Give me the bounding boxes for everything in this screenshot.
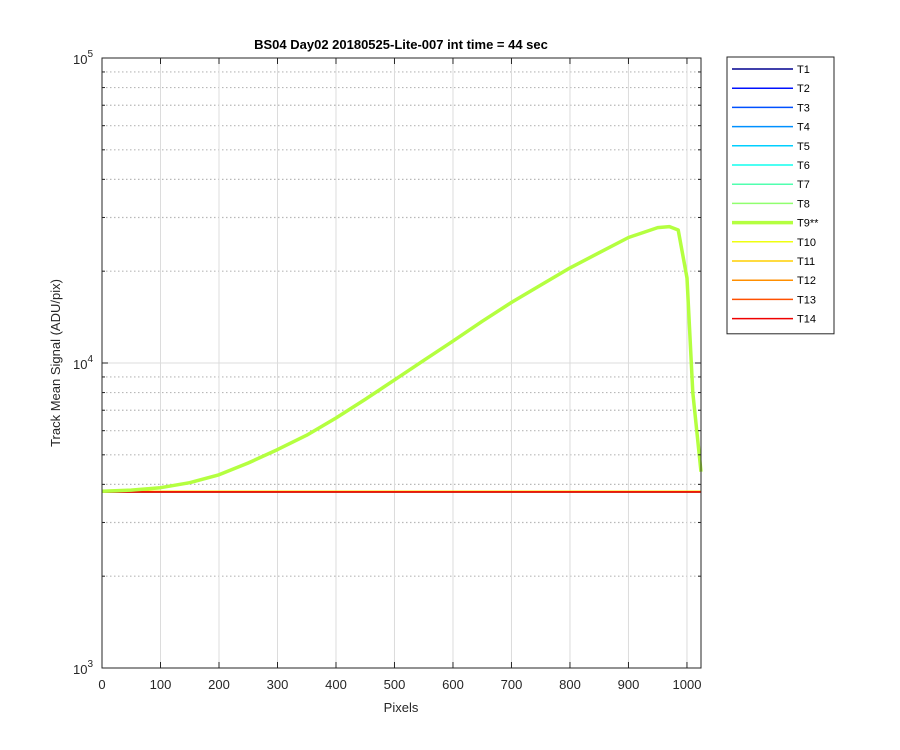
x-tick-label: 700 bbox=[501, 677, 523, 692]
series-lines bbox=[101, 224, 703, 493]
legend-label-t6: T6 bbox=[797, 160, 810, 172]
legend-label-t8: T8 bbox=[797, 198, 810, 210]
y-axis-label: Track Mean Signal (ADU/pix) bbox=[48, 279, 63, 447]
legend-label-t12: T12 bbox=[797, 275, 816, 287]
chart-title: BS04 Day02 20180525-Lite-007 int time = … bbox=[254, 37, 548, 52]
legend-label-t1: T1 bbox=[797, 64, 810, 76]
y-tick-label: 103 bbox=[73, 659, 93, 677]
x-tick-label: 200 bbox=[208, 677, 230, 692]
x-tick-label: 1000 bbox=[673, 677, 702, 692]
y-tick-label: 105 bbox=[73, 49, 93, 67]
x-tick-label: 500 bbox=[384, 677, 406, 692]
legend-label-t3: T3 bbox=[797, 102, 810, 114]
x-axis-label: Pixels bbox=[384, 700, 419, 715]
plot-area: 0 100 200 300 400 500 600 700 800 900 1000 103 104 10… bbox=[73, 49, 703, 692]
legend-box bbox=[726, 56, 835, 335]
legend-label-t2: T2 bbox=[797, 83, 810, 95]
legend-label-t9: T9** bbox=[797, 218, 819, 230]
legend-label-t7: T7 bbox=[797, 179, 810, 191]
series-line-t9 bbox=[101, 224, 703, 493]
legend-label-t13: T13 bbox=[797, 294, 816, 306]
legend: T1 T2 T3 T4 T5 T6 T7 T8 T9** T10 T11 T12 T13 T14 bbox=[726, 56, 835, 335]
x-tick-label: 100 bbox=[150, 677, 172, 692]
legend-label-t4: T4 bbox=[797, 122, 810, 134]
x-tick-label: 0 bbox=[98, 677, 105, 692]
legend-label-t5: T5 bbox=[797, 141, 810, 153]
x-tick-label: 900 bbox=[618, 677, 640, 692]
x-tick-label: 800 bbox=[559, 677, 581, 692]
x-tick-label: 300 bbox=[267, 677, 289, 692]
x-tick-label: 400 bbox=[325, 677, 347, 692]
legend-label-t10: T10 bbox=[797, 237, 816, 249]
y-tick-label: 104 bbox=[73, 354, 93, 372]
legend-label-t11: T11 bbox=[797, 256, 815, 268]
x-tick-label: 600 bbox=[442, 677, 464, 692]
legend-label-t14: T14 bbox=[797, 314, 816, 326]
